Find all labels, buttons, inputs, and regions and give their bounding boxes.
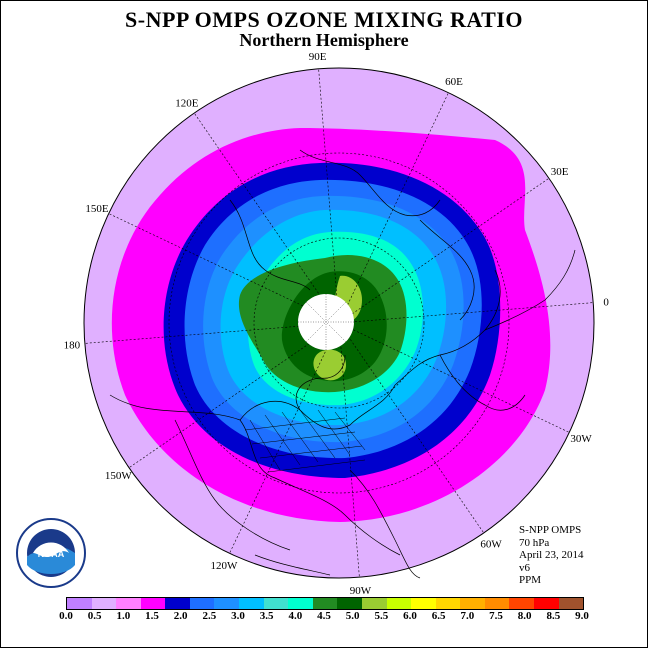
- usa-state-lines: [244, 409, 366, 473]
- colorbar-cell: [435, 598, 461, 609]
- lon-label-180: 180: [64, 339, 81, 351]
- colorbar-tick-label: 7.0: [460, 610, 475, 622]
- meridian-30w: [338, 322, 570, 433]
- colorbar-tick-label: 0.5: [87, 610, 102, 622]
- colorbar-cell: [67, 598, 92, 609]
- lon-label-60e: 60E: [445, 76, 463, 88]
- colorbar-cell: [558, 598, 584, 609]
- colorbar-tick-label: 9.0: [575, 610, 589, 622]
- colorbar-tick-label: 8.0: [517, 610, 532, 622]
- colorbar-cell: [312, 598, 338, 609]
- meridian-30e: [338, 178, 550, 324]
- lon-label-120e: 120E: [175, 97, 199, 109]
- info-instrument: S-NPP OMPS: [519, 524, 582, 536]
- noaa-logo-text: NOAA: [38, 549, 65, 559]
- colorbar-cell: [361, 598, 387, 609]
- colorbar-tick-label: 3.0: [231, 610, 245, 622]
- map-title: S-NPP OMPS OZONE MIXING RATIO: [125, 7, 523, 32]
- meridian-60e: [338, 92, 449, 324]
- colorbar-tick-label: 6.5: [431, 610, 446, 622]
- colorbar-cell: [509, 598, 534, 609]
- colorbar-cell: [411, 598, 436, 609]
- meridian-0: [338, 302, 594, 324]
- colorbar-tick-label: 7.5: [489, 610, 503, 622]
- colorbar-tick-label: 0.0: [59, 610, 73, 622]
- colorbar-tick-labels: 0.0 0.5 1.0 1.5 2.0 2.5 3.0 3.5 4.0 4.5 5.0 5.5 6.0 6…: [59, 610, 589, 626]
- map-subtitle: Northern Hemisphere: [239, 30, 409, 50]
- colorbar-tick-label: 4.0: [288, 610, 303, 622]
- map-boundary: [83, 67, 595, 579]
- colorbar-cell: [116, 598, 141, 609]
- colorbar: [66, 597, 584, 610]
- pole-meridians: [298, 294, 354, 350]
- coastlines: [109, 149, 576, 579]
- info-version: v6: [519, 561, 530, 574]
- meridian-120w: [229, 322, 340, 554]
- colorbar-tick-label: 3.5: [259, 610, 274, 622]
- colorbar-tick-label: 1.0: [116, 610, 131, 622]
- colorbar-tick-label: 4.5: [317, 610, 331, 622]
- lon-label-90w: 90W: [350, 585, 372, 597]
- meridian-90w: [338, 322, 360, 578]
- colorbar-tick-label: 5.0: [345, 610, 360, 622]
- colorbar-cell: [460, 598, 485, 609]
- meridian-150e: [108, 213, 340, 324]
- colorbar-cell: [484, 598, 510, 609]
- meridian-lines: [84, 68, 594, 578]
- noaa-logo: NOAA: [15, 517, 87, 594]
- colorbar-tick-label: 8.5: [546, 610, 561, 622]
- lon-label-120w: 120W: [211, 560, 239, 572]
- meridian-60w: [338, 322, 484, 534]
- colorbar-cell: [263, 598, 289, 609]
- lon-label-30w: 30W: [570, 433, 592, 445]
- info-pressure-level: 70 hPa: [519, 536, 550, 549]
- colorbar-tick-label: 5.5: [374, 610, 389, 622]
- colorbar-cell: [386, 598, 412, 609]
- lon-label-0: 0: [603, 297, 609, 309]
- meridian-150w: [128, 322, 340, 468]
- meridian-120e: [194, 112, 340, 324]
- colorbar-cell: [533, 598, 559, 609]
- lon-label-30e: 30E: [551, 166, 569, 178]
- graticule: [168, 152, 510, 494]
- info-units: PPM: [519, 574, 542, 586]
- colorbar-tick-label: 2.0: [173, 610, 188, 622]
- longitude-labels: 90E 60E 30E 0 30W 60W 90W 120W 150W 180 150E 120E: [64, 51, 610, 597]
- colorbar-cell: [239, 598, 264, 609]
- colorbar-cell: [189, 598, 215, 609]
- lon-label-150e: 150E: [85, 203, 109, 215]
- meridian-90e: [318, 68, 340, 324]
- colorbar-cell: [337, 598, 362, 609]
- info-date: April 23, 2014: [519, 549, 584, 561]
- colorbar-tick-label: 2.5: [202, 610, 217, 622]
- colorbar-cell: [214, 598, 240, 609]
- product-info: S-NPP OMPS 70 hPa April 23, 2014 v6 PPM: [519, 524, 583, 587]
- meridian-180: [84, 322, 340, 344]
- lon-label-150w: 150W: [105, 470, 133, 482]
- lon-label-90e: 90E: [309, 51, 327, 63]
- colorbar-cell: [140, 598, 166, 609]
- colorbar-tick-label: 6.0: [403, 610, 417, 622]
- colorbar-cell: [165, 598, 190, 609]
- colorbar-cell: [91, 598, 117, 609]
- colorbar-cell: [288, 598, 313, 609]
- colorbar-tick-label: 1.5: [145, 610, 159, 622]
- lon-label-60w: 60W: [480, 539, 502, 551]
